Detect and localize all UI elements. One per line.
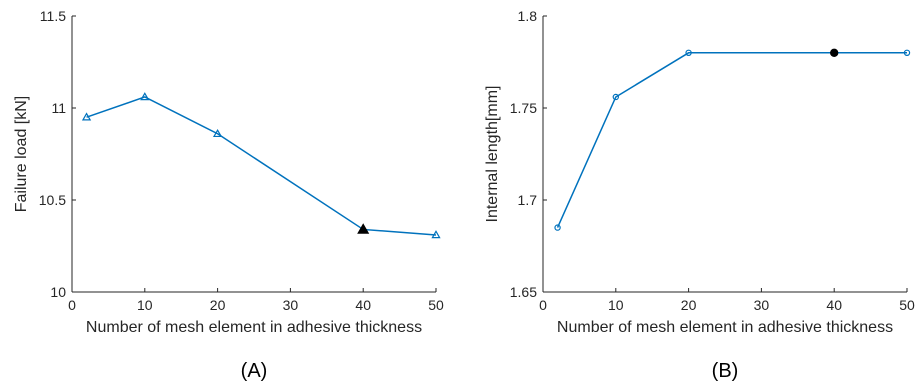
y-tick-label: 1.8	[518, 8, 538, 24]
y-axis-label: Failure load [kN]	[13, 96, 30, 213]
y-tick-label: 1.7	[518, 192, 538, 208]
x-tick-label: 10	[608, 297, 624, 313]
data-point	[903, 49, 911, 57]
y-tick-label: 10	[50, 284, 66, 300]
data-point	[612, 93, 620, 101]
x-tick-label: 0	[539, 297, 547, 313]
x-axis-label: Number of mesh element in adhesive thick…	[86, 319, 422, 336]
x-tick-label: 30	[283, 297, 299, 313]
panel-label: (B)	[712, 360, 739, 382]
series-line	[86, 96, 437, 236]
x-axis-label: Number of mesh element in adhesive thick…	[557, 319, 893, 336]
y-tick-label: 11	[51, 100, 66, 116]
x-tick-label: 50	[428, 297, 444, 313]
x-tick-label: 20	[210, 297, 226, 313]
x-tick-label: 40	[355, 297, 371, 313]
y-tick-label: 11.5	[40, 8, 66, 24]
x-tick-label: 40	[826, 297, 842, 313]
x-tick-label: 50	[899, 297, 915, 313]
series-line	[556, 52, 907, 228]
y-tick-label: 10.5	[39, 192, 66, 208]
data-point	[431, 230, 441, 239]
data-point	[212, 128, 223, 138]
highlight-point	[357, 223, 370, 234]
data-point	[554, 224, 561, 231]
x-tick-label: 10	[137, 297, 153, 313]
data-point	[81, 112, 92, 121]
chart-panel-b: 0 10 20 30 40 50 1.65 1.7 1.75 1.8 Number of mesh …	[484, 8, 915, 382]
x-tick-label: 30	[754, 297, 770, 313]
y-tick-label: 1.65	[510, 284, 537, 300]
x-tick-label: 20	[681, 297, 697, 313]
y-axis-label: Internal length[mm]	[484, 86, 501, 223]
y-tick-label: 1.75	[510, 100, 537, 116]
data-point	[685, 49, 692, 57]
panel-label: (A)	[241, 360, 268, 382]
data-point	[140, 92, 150, 101]
highlight-point	[830, 48, 839, 58]
x-tick-label: 0	[68, 297, 76, 313]
